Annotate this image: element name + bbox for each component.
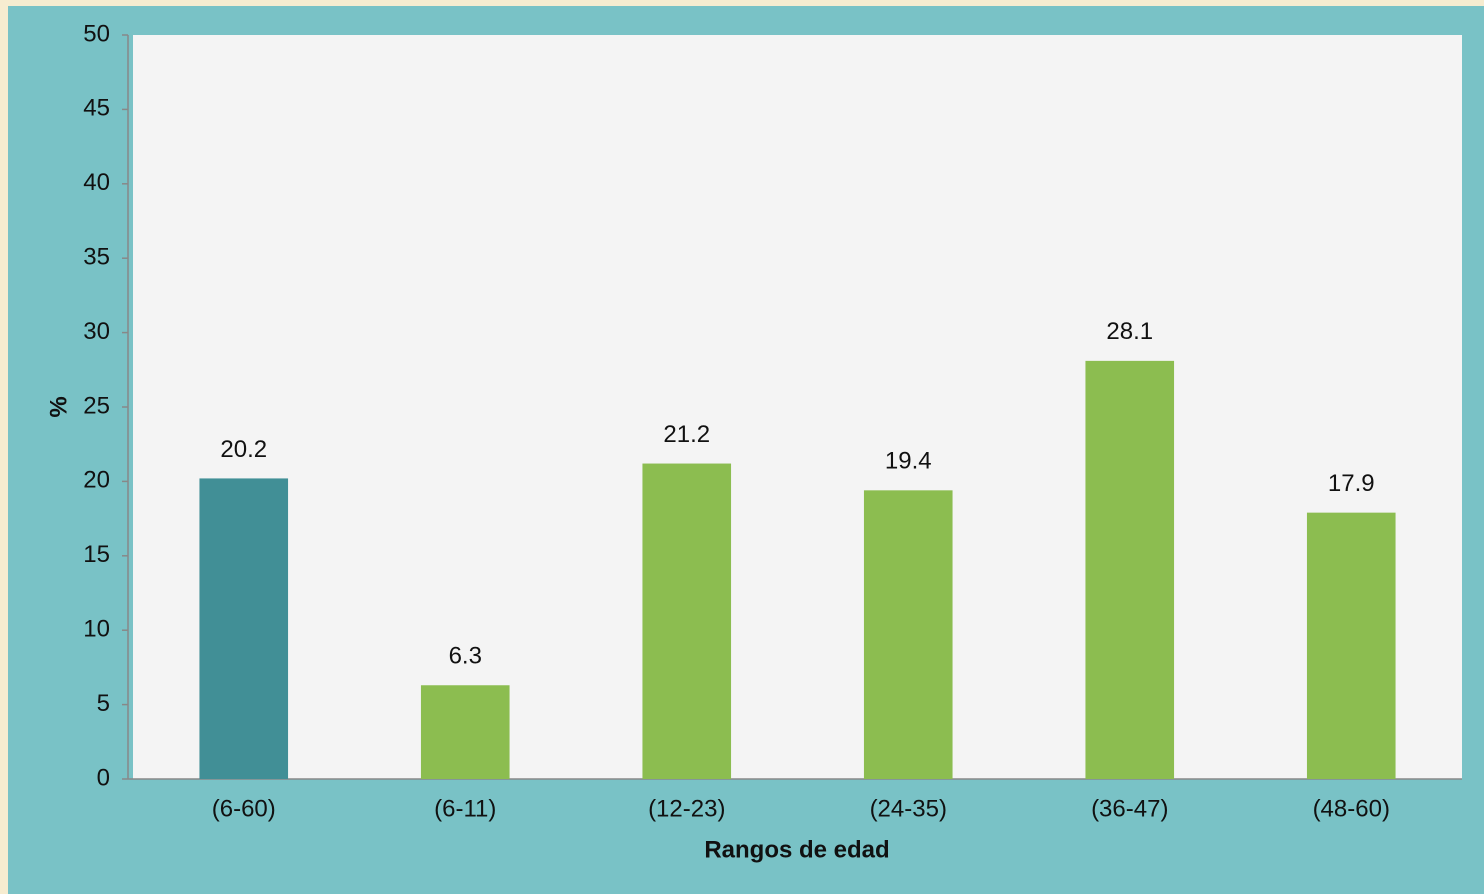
y-tick-label: 15 xyxy=(83,541,110,568)
y-tick-label: 30 xyxy=(83,318,110,345)
x-tick-label: (6-11) xyxy=(434,795,496,822)
x-tick-label: (48-60) xyxy=(1313,795,1390,822)
bar xyxy=(199,478,288,779)
data-label: 19.4 xyxy=(885,448,932,475)
page: % Rangos de edad 0 5 10 15 20 25 30 35 40 45 50 (6-… xyxy=(0,0,1484,894)
plot-area xyxy=(133,35,1462,779)
y-axis-label: % xyxy=(45,396,72,417)
data-label: 28.1 xyxy=(1106,318,1153,345)
x-axis-label: Rangos de edad xyxy=(704,836,889,863)
bar xyxy=(864,490,953,779)
y-tick-label: 10 xyxy=(83,616,110,643)
y-tick-label: 25 xyxy=(83,392,110,419)
bar xyxy=(1085,361,1174,779)
y-tick-label: 40 xyxy=(83,169,110,196)
y-tick-label: 50 xyxy=(83,20,110,47)
data-label: 6.3 xyxy=(449,643,482,670)
y-tick-label: 35 xyxy=(83,244,110,271)
y-tick-label: 0 xyxy=(97,764,110,791)
y-tick-label: 20 xyxy=(83,467,110,494)
chart: % Rangos de edad 0 5 10 15 20 25 30 35 40 45 50 (6-… xyxy=(0,0,1484,894)
y-tick-label: 5 xyxy=(97,690,110,717)
data-label: 21.2 xyxy=(663,421,710,448)
bar xyxy=(642,464,731,779)
bar xyxy=(1307,513,1396,779)
data-label: 17.9 xyxy=(1328,470,1375,497)
x-tick-label: (12-23) xyxy=(648,795,725,822)
x-tick-label: (24-35) xyxy=(870,795,947,822)
bar xyxy=(421,685,510,779)
x-tick-label: (36-47) xyxy=(1091,795,1168,822)
x-tick-label: (6-60) xyxy=(212,795,276,822)
data-label: 20.2 xyxy=(220,436,267,463)
y-tick-label: 45 xyxy=(83,95,110,122)
